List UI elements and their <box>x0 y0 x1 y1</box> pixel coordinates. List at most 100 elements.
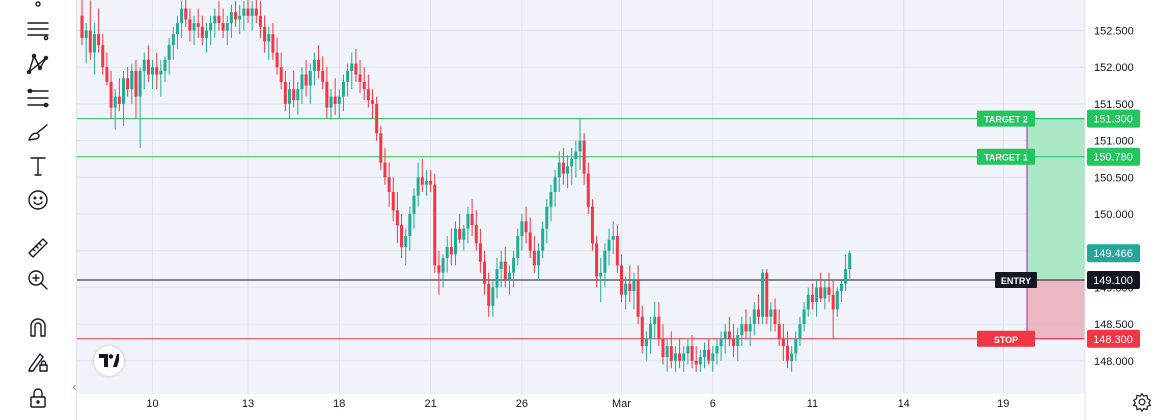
collapse-arrow-icon[interactable]: ‹ <box>72 380 77 394</box>
ruler-icon[interactable] <box>24 234 52 262</box>
time-tick-label: 26 <box>516 398 528 410</box>
text-icon[interactable] <box>24 152 52 180</box>
level-price-badge: 150.780 <box>1093 152 1133 164</box>
time-tick-label: 10 <box>146 398 158 410</box>
candle-body <box>611 236 615 240</box>
candle-body <box>690 346 694 361</box>
candle-body <box>553 177 557 192</box>
candle-body <box>549 191 553 207</box>
candle-body <box>698 357 702 365</box>
candle-body <box>777 324 781 339</box>
candle-body <box>258 15 262 27</box>
candle-body <box>354 63 358 75</box>
candle-body <box>449 247 453 255</box>
candle-body <box>341 81 345 97</box>
candle-body <box>848 253 852 270</box>
candle-body <box>375 103 379 134</box>
candle-body <box>445 247 449 259</box>
candle-body <box>756 309 760 317</box>
candle-body <box>673 353 677 361</box>
candle-body <box>279 67 283 82</box>
candle-body <box>155 67 159 75</box>
price-tick-label: 152.500 <box>1094 26 1134 38</box>
zoom-icon[interactable] <box>24 266 52 294</box>
cursor-icon[interactable] <box>24 0 52 18</box>
time-tick-label: 11 <box>807 398 818 410</box>
candle-body <box>665 346 669 358</box>
candle-body <box>312 59 316 71</box>
candle-body <box>200 26 204 38</box>
level-price-badge: 151.300 <box>1093 114 1133 126</box>
candle-body <box>188 19 192 31</box>
price-tick-label: 148.500 <box>1094 319 1134 331</box>
candle-body <box>491 287 495 306</box>
candle-body <box>400 225 404 248</box>
time-tick-label: 18 <box>333 398 345 410</box>
fib-icon[interactable] <box>24 84 52 112</box>
candle-body <box>578 140 582 152</box>
candle-body <box>736 335 740 347</box>
candle-body <box>138 70 142 97</box>
level-price-badge-bg <box>1087 271 1140 290</box>
candle-body <box>839 283 843 292</box>
candle-body <box>337 96 341 104</box>
price-chart[interactable]: 148.000148.500149.000149.500150.000150.5… <box>77 0 1170 420</box>
candle-body <box>520 221 524 237</box>
candle-body <box>590 206 594 244</box>
pattern-icon[interactable] <box>24 50 52 78</box>
candle-body <box>495 269 499 288</box>
candle-body <box>271 34 275 53</box>
candle-body <box>607 239 611 251</box>
trend-lines-icon[interactable] <box>24 16 52 44</box>
profit-zone <box>1027 118 1085 281</box>
candle-body <box>582 140 586 174</box>
candle-body <box>723 331 727 339</box>
candle-body <box>167 45 171 60</box>
candle-body <box>649 324 653 339</box>
candle-body <box>88 30 92 53</box>
candle-body <box>229 12 233 24</box>
lock-drawing-icon[interactable] <box>24 348 52 376</box>
candle-body <box>424 180 428 185</box>
price-tick-label: 150.000 <box>1094 209 1134 221</box>
candle-body <box>97 34 101 46</box>
candle-body <box>325 81 329 108</box>
level-price-badge-bg <box>1087 109 1140 128</box>
candle-body <box>711 353 715 361</box>
emoji-icon[interactable] <box>24 186 52 214</box>
candle-body <box>437 265 441 273</box>
position-zones <box>1026 118 1086 340</box>
candle-body <box>296 89 300 101</box>
candle-body <box>561 162 565 174</box>
candle-body <box>462 228 466 240</box>
candle-body <box>632 280 636 292</box>
candle-body <box>458 228 462 240</box>
magnet-icon[interactable] <box>24 314 52 342</box>
candle-body <box>694 360 698 365</box>
settings-icon[interactable] <box>1132 392 1152 413</box>
candle-body <box>557 162 561 178</box>
candle-body <box>404 236 408 248</box>
candle-body <box>387 177 391 192</box>
candle-body <box>512 258 516 273</box>
candle-body <box>234 12 238 20</box>
candle-body <box>545 206 549 229</box>
candle-body <box>786 346 789 361</box>
candle-body <box>122 78 125 104</box>
candle-body <box>213 15 217 24</box>
candle-body <box>371 100 374 104</box>
lock-icon[interactable] <box>24 384 52 412</box>
time-tick-label: 13 <box>242 398 254 410</box>
candle-body <box>366 89 370 101</box>
candle-body <box>603 250 607 273</box>
candle-body <box>640 316 644 347</box>
candle-body <box>732 338 736 347</box>
candle-body <box>362 81 366 90</box>
candle-body <box>470 214 474 226</box>
brush-icon[interactable] <box>24 118 52 146</box>
candle-body <box>275 52 279 68</box>
candle-body <box>566 166 570 174</box>
candle-body <box>620 265 623 295</box>
candle-body <box>412 195 416 214</box>
candle-body <box>184 8 188 20</box>
